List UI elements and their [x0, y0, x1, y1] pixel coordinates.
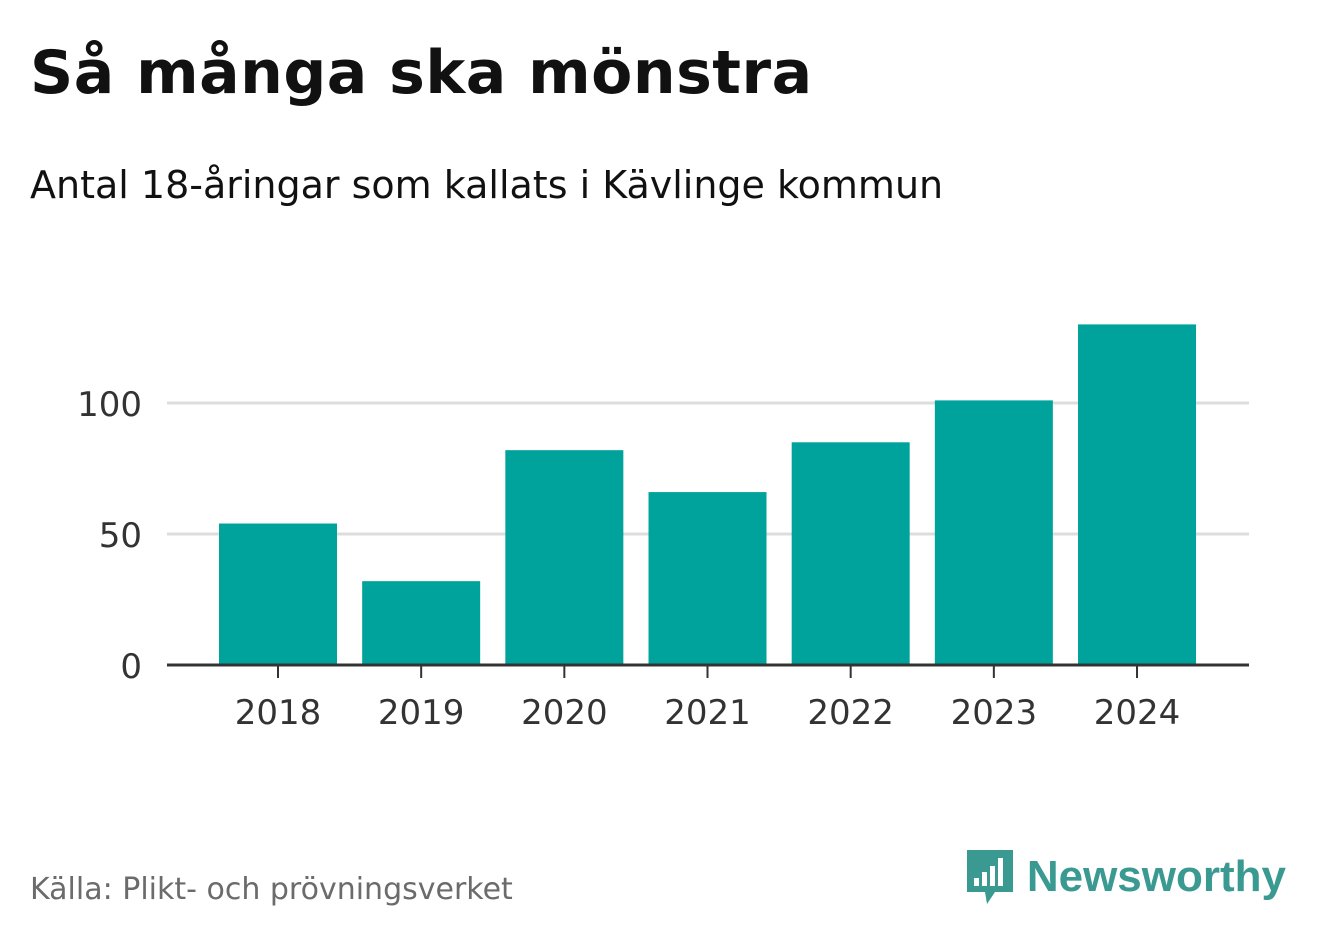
bar-2018: [219, 523, 337, 665]
y-tick-label: 0: [120, 647, 142, 687]
bars: [219, 324, 1197, 665]
x-tick-label: 2020: [521, 693, 608, 733]
bar-2024: [1078, 324, 1197, 665]
x-tick-label: 2018: [235, 693, 322, 733]
chart-subtitle: Antal 18-åringar som kallats i Kävlinge …: [30, 163, 944, 207]
brand-name: Newsworthy: [1026, 852, 1286, 901]
bar-2022: [791, 442, 910, 665]
bar-2020: [505, 450, 624, 665]
x-tick-label: 2023: [951, 693, 1038, 733]
x-tick-label: 2022: [807, 693, 894, 733]
brand-logo[interactable]: Newsworthy: [965, 848, 1286, 906]
y-axis-ticks: 0 50 100: [77, 385, 142, 687]
newsworthy-logo-icon: [966, 850, 1013, 904]
x-axis-ticks: 2018 2019 2020 2021 2022 2023 2024: [235, 665, 1181, 733]
x-tick-label: 2019: [378, 693, 465, 733]
bar-chart: 2018 2019 2020 2021 2022 2023 2024 0 50 100: [77, 324, 1249, 733]
bar-2021: [648, 492, 767, 665]
x-tick-label: 2021: [664, 693, 751, 733]
chart-title: Så många ska mönstra: [30, 38, 813, 108]
x-tick-label: 2024: [1094, 693, 1181, 733]
source-note: Källa: Plikt- och prövningsverket: [30, 872, 513, 907]
bar-2023: [934, 400, 1053, 665]
bar-2019: [362, 581, 481, 665]
y-tick-label: 50: [99, 516, 142, 556]
y-tick-label: 100: [77, 385, 142, 425]
